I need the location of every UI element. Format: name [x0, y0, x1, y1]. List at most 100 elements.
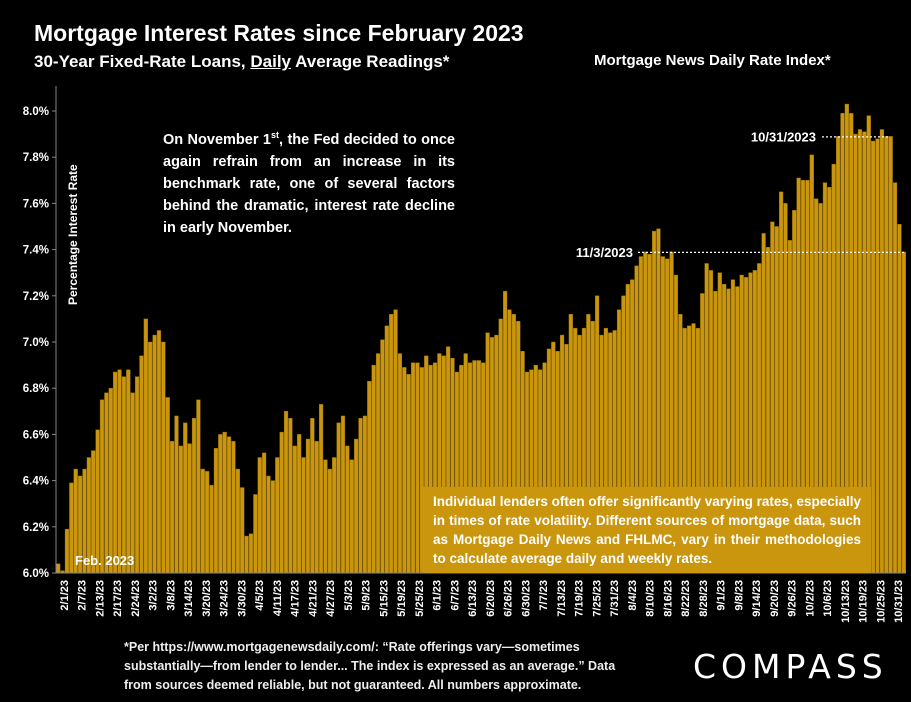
x-tick-label: 3/24/23	[219, 580, 231, 617]
x-tick-label: 3/30/23	[236, 580, 248, 617]
bar	[257, 457, 262, 574]
bar	[262, 452, 267, 574]
x-tick-label: 4/5/23	[254, 580, 266, 611]
x-tick-label: 8/4/23	[627, 580, 639, 611]
chart-title: Mortgage Interest Rates since February 2…	[34, 20, 524, 46]
bar	[174, 415, 179, 574]
bar	[323, 459, 328, 574]
bar	[349, 459, 354, 574]
bar	[266, 475, 271, 574]
x-tick-label: 6/30/23	[520, 580, 532, 617]
bar	[69, 482, 74, 574]
bar	[371, 364, 376, 574]
subtitle-part-1: 30-Year Fixed-Rate Loans,	[34, 52, 251, 71]
bar	[121, 376, 126, 574]
y-tick-label: 6.2%	[23, 522, 49, 534]
bar	[375, 353, 381, 574]
bar	[248, 533, 254, 574]
bar	[205, 471, 210, 574]
bar	[327, 468, 332, 574]
bar	[240, 487, 245, 574]
y-tick-label: 8.0%	[23, 106, 49, 118]
y-tick-label: 6.0%	[23, 568, 49, 580]
bar	[165, 397, 170, 574]
bar	[297, 434, 302, 574]
bar	[354, 438, 359, 574]
bar	[117, 369, 122, 574]
bar	[415, 362, 420, 574]
bar	[209, 485, 214, 574]
footnote: *Per https://www.mortgagenewsdaily.com/:…	[124, 640, 616, 692]
bar	[99, 399, 105, 574]
bar	[226, 436, 232, 574]
bar	[187, 443, 192, 574]
x-tick-label: 3/20/23	[201, 580, 213, 617]
bar	[406, 374, 411, 574]
feb-2023-label: Feb. 2023	[75, 553, 135, 568]
bar	[292, 445, 297, 574]
bar	[253, 494, 258, 574]
bar	[104, 392, 109, 574]
bar	[888, 136, 893, 574]
x-tick-label: 6/26/23	[503, 580, 515, 617]
bar	[113, 371, 118, 574]
subtitle-underlined: Daily	[250, 52, 292, 71]
bar	[884, 136, 889, 574]
x-tick-label: 7/19/23	[574, 580, 586, 617]
bar	[200, 468, 205, 574]
x-tick-label: 2/24/23	[130, 580, 142, 617]
bar	[143, 318, 148, 574]
chart-subtitle: 30-Year Fixed-Rate Loans, Daily Average …	[34, 52, 449, 72]
bar	[156, 330, 162, 574]
bar	[218, 434, 223, 574]
y-tick-label: 7.6%	[23, 198, 49, 210]
bar	[126, 369, 131, 574]
x-tick-label: 5/25/23	[414, 580, 426, 617]
bar	[310, 418, 315, 574]
bar	[875, 138, 880, 574]
fed-note-text-2: , the Fed decided to once again refrain …	[163, 131, 455, 236]
bar	[213, 448, 219, 574]
y-tick-label: 7.0%	[23, 337, 49, 349]
bar	[336, 422, 341, 574]
x-tick-label: 10/2/23	[804, 580, 816, 617]
bar	[130, 392, 135, 574]
x-tick-label: 5/15/23	[378, 580, 390, 617]
bar	[235, 468, 240, 574]
annotation-label-oct31: 10/31/2023	[751, 129, 816, 144]
bar	[279, 431, 284, 574]
bar	[170, 441, 175, 574]
x-tick-label: 10/19/23	[858, 580, 870, 623]
x-tick-label: 10/25/23	[875, 580, 887, 623]
bar	[183, 422, 188, 574]
y-tick-label: 6.4%	[23, 476, 49, 488]
x-tick-label: 4/21/23	[307, 580, 319, 617]
bar	[108, 388, 113, 574]
x-tick-label: 10/6/23	[822, 580, 834, 617]
bar	[901, 251, 906, 574]
x-tick-label: 8/22/23	[680, 580, 692, 617]
lenders-note: Individual lenders often offer significa…	[423, 487, 871, 573]
y-axis-title: Percentage Interest Rate	[66, 164, 80, 305]
source-label: Mortgage News Daily Rate Index*	[594, 52, 831, 69]
x-tick-label: 9/8/23	[733, 580, 745, 611]
x-tick-label: 8/10/23	[645, 580, 657, 617]
bar	[288, 418, 293, 574]
bar	[384, 325, 389, 574]
x-tick-label: 8/28/23	[698, 580, 710, 617]
x-tick-label: 7/25/23	[591, 580, 603, 617]
bar	[358, 418, 363, 574]
bar	[231, 441, 236, 574]
bar	[178, 445, 183, 574]
x-tick-label: 4/27/23	[325, 580, 337, 617]
x-tick-label: 9/1/23	[716, 580, 728, 611]
x-tick-label: 2/13/23	[95, 580, 107, 617]
x-tick-label: 7/7/23	[538, 580, 550, 611]
bar	[897, 223, 902, 574]
x-tick-label: 6/1/23	[432, 580, 444, 611]
bar	[892, 182, 898, 574]
y-tick-label: 6.8%	[23, 383, 49, 395]
x-tick-label: 7/31/23	[609, 580, 621, 617]
x-tick-label: 2/1/23	[59, 580, 71, 611]
x-tick-label: 5/3/23	[343, 580, 355, 611]
